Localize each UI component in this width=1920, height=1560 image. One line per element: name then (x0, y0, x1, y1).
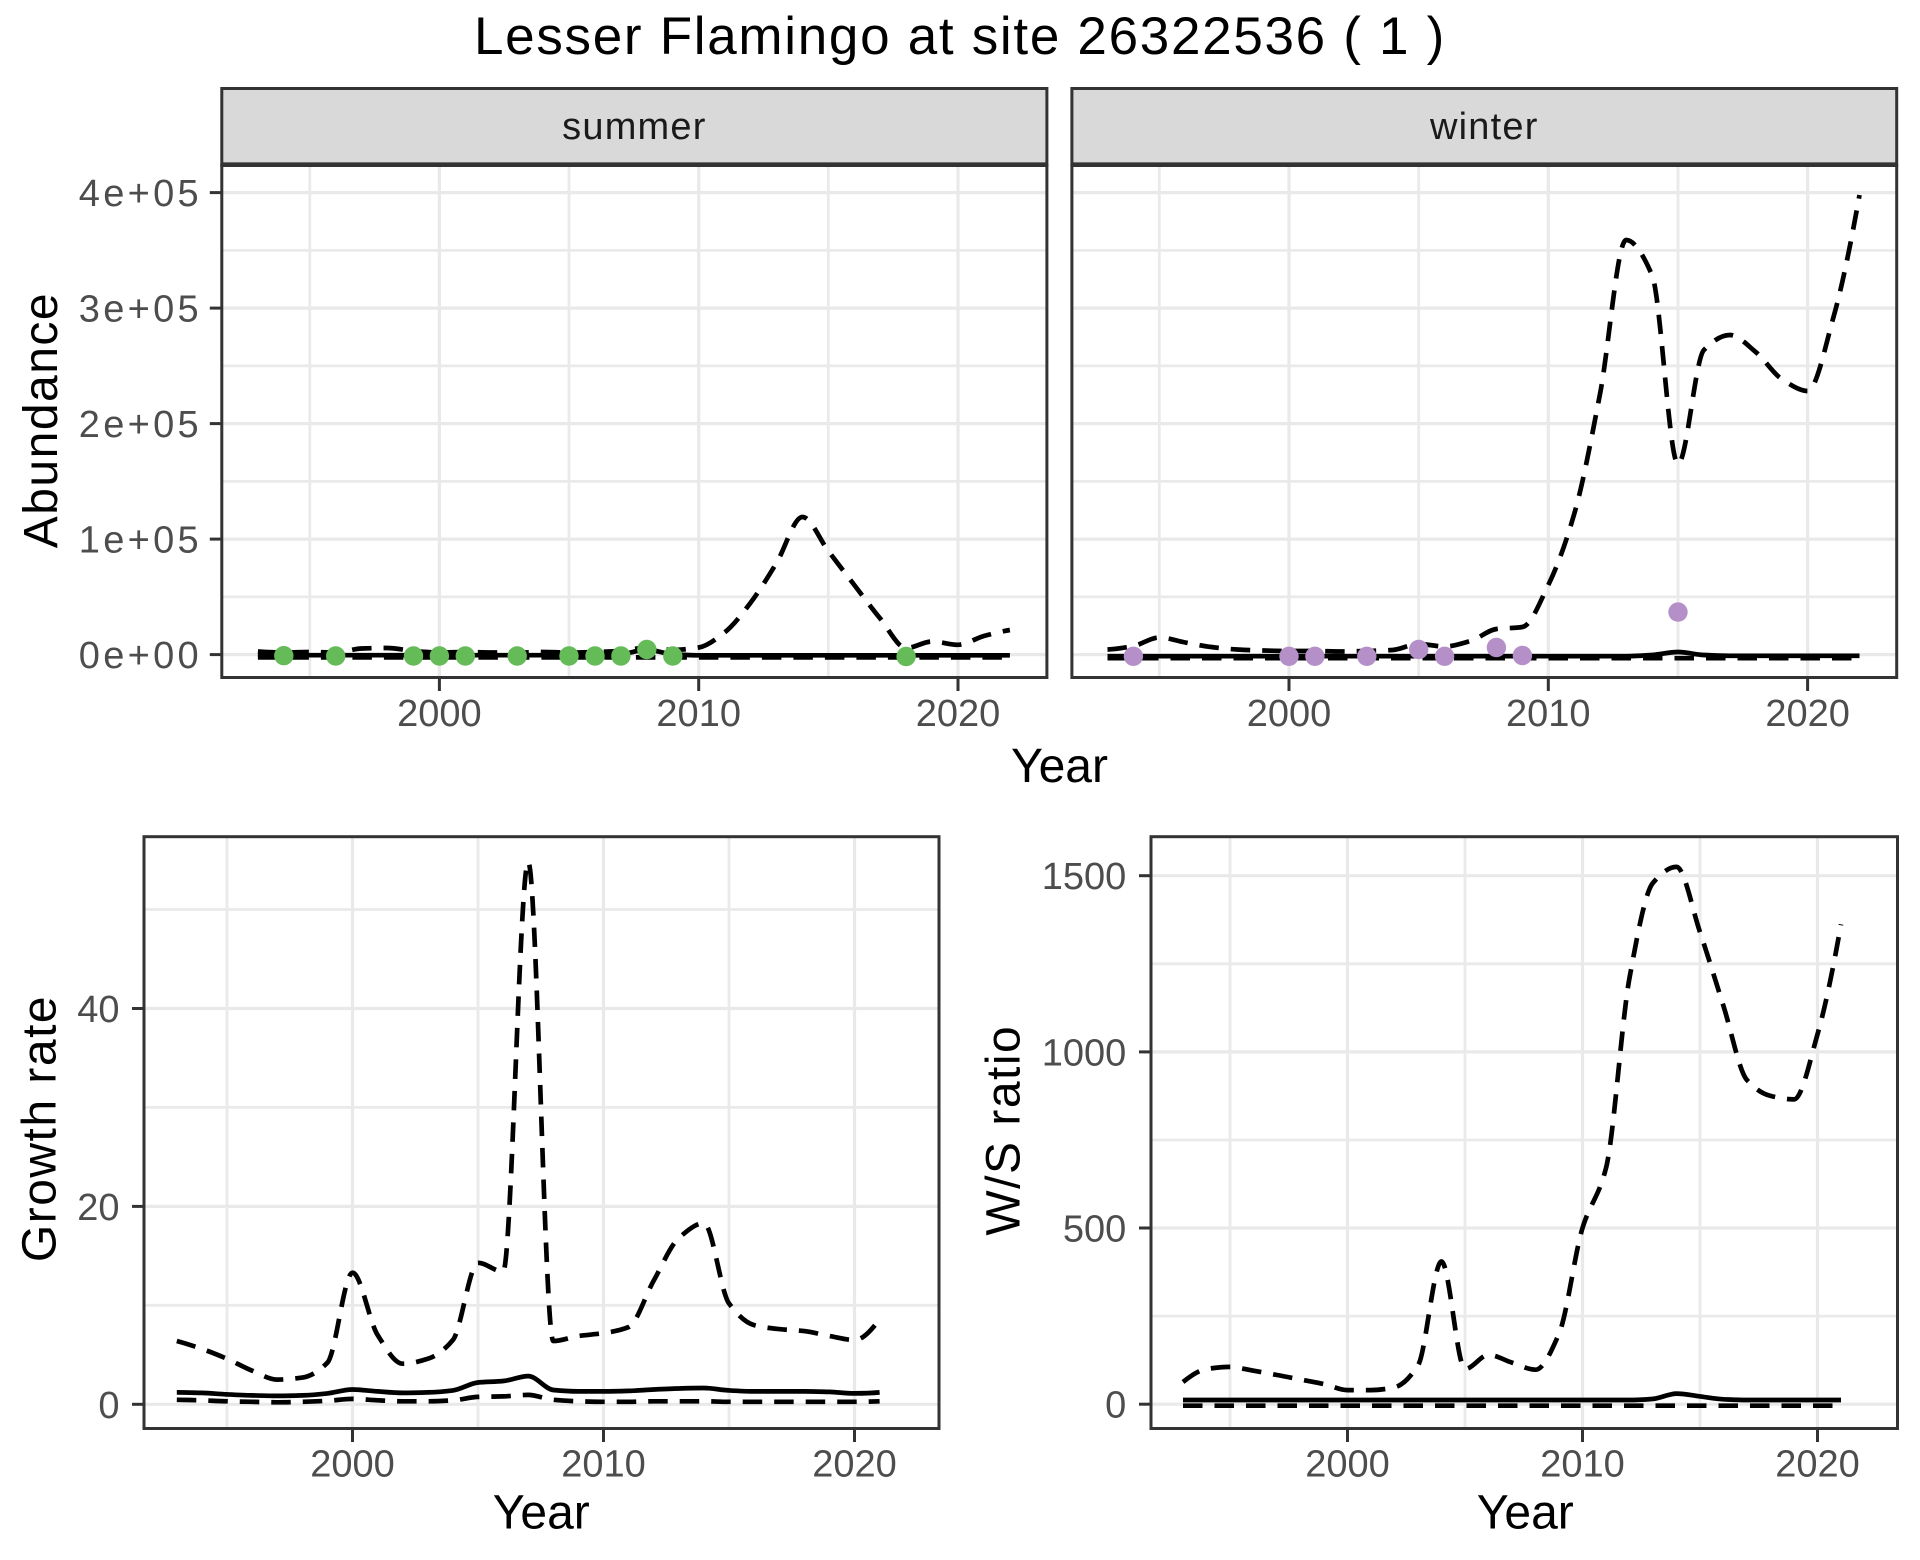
svg-text:2010: 2010 (1506, 693, 1591, 735)
svg-text:2e+05: 2e+05 (79, 404, 202, 446)
svg-text:500: 500 (1063, 1209, 1126, 1251)
svg-text:40: 40 (77, 989, 119, 1031)
svg-text:summer: summer (562, 106, 706, 148)
svg-text:Lesser Flamingo at site 263225: Lesser Flamingo at site 26322536 ( 1 ) (474, 7, 1446, 66)
svg-text:1000: 1000 (1042, 1032, 1127, 1074)
svg-text:2020: 2020 (1765, 693, 1850, 735)
svg-text:Year: Year (1011, 740, 1108, 793)
svg-text:2020: 2020 (916, 693, 1001, 735)
svg-text:2010: 2010 (1540, 1443, 1625, 1485)
svg-text:4e+05: 4e+05 (79, 173, 202, 215)
svg-text:W/S ratio: W/S ratio (978, 1025, 1031, 1236)
svg-text:Year: Year (1477, 1487, 1574, 1540)
svg-text:0: 0 (1105, 1385, 1126, 1427)
svg-text:3e+05: 3e+05 (79, 289, 202, 331)
svg-text:winter: winter (1429, 106, 1539, 148)
svg-text:2020: 2020 (1775, 1443, 1860, 1485)
svg-text:2000: 2000 (1305, 1443, 1390, 1485)
svg-text:Year: Year (493, 1487, 590, 1540)
svg-text:20: 20 (77, 1187, 119, 1229)
svg-text:2000: 2000 (397, 693, 482, 735)
svg-text:2020: 2020 (812, 1443, 897, 1485)
svg-text:2010: 2010 (656, 693, 741, 735)
svg-text:Growth rate: Growth rate (13, 995, 66, 1262)
svg-text:Abundance: Abundance (15, 292, 68, 548)
svg-text:2000: 2000 (310, 1443, 395, 1485)
svg-text:0: 0 (98, 1385, 119, 1427)
svg-text:1e+05: 1e+05 (79, 520, 202, 562)
svg-text:1500: 1500 (1042, 856, 1127, 898)
svg-text:2010: 2010 (561, 1443, 646, 1485)
svg-text:2000: 2000 (1247, 693, 1332, 735)
svg-text:0e+00: 0e+00 (79, 635, 202, 677)
